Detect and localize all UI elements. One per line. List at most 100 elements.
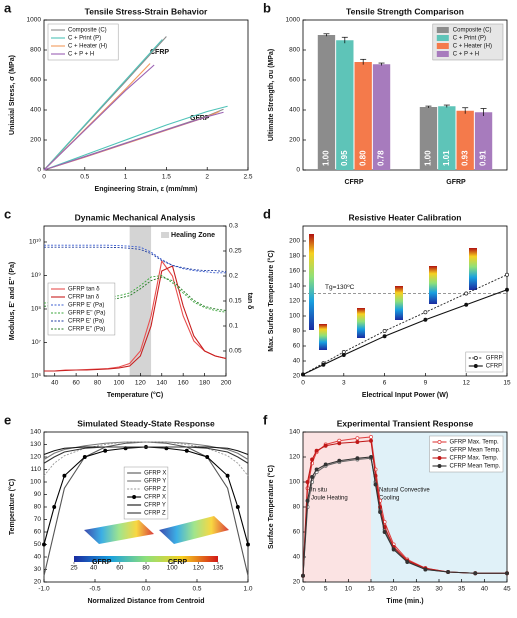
x-tick-label: 10 [345,586,353,593]
y-tick-label: 100 [289,479,300,486]
series-marker [473,571,478,576]
bar [438,106,456,170]
ratio-label: 0.93 [460,150,469,166]
series-line [43,39,228,171]
x-tick-label: 80 [94,380,102,387]
y-tick-label: 180 [289,253,300,260]
y-tick-label: 140 [289,283,300,290]
legend-label: CFRP Mean Temp. [450,464,501,470]
ratio-label: 0.91 [479,150,488,166]
x-tick-label: 1 [124,174,128,181]
series-marker [464,302,469,307]
series-marker [405,560,410,564]
series-line [43,275,227,313]
x-tick-label: 0.5 [192,586,201,593]
y-axis-label: Temperature (°C) [8,479,16,535]
y-tick-label: 80 [34,504,42,511]
y-axis-label: Max. Surface Temperature (°C) [267,250,275,351]
plot-frame [302,19,508,171]
panel-letter: e [4,412,11,427]
x-tick-label: -1.0 [38,586,50,593]
series-line [43,276,227,311]
region-label: Cooling [379,496,399,502]
x-tick-label: 20 [390,586,398,593]
panel: d Resistive Heater Calibration20406080100… [263,206,511,398]
y-tick-label: 80 [293,328,301,335]
panel-letter: d [263,206,271,221]
x-tick-label: 15 [503,380,511,387]
series-marker [52,505,57,509]
series-marker [337,441,342,446]
bar [336,40,354,170]
y-axis-label: Ultimate Strength, σu (MPa) [268,49,275,141]
series-marker [369,455,373,459]
x-tick-label: 15 [367,586,375,593]
region-label: Joule Heating [311,496,348,502]
y-tick-label: 400 [289,107,300,114]
plate [159,516,229,544]
panel-title: Resistive Heater Calibration [349,212,462,222]
y-tick-label: 100 [30,479,41,486]
legend-label: Composite (C) [453,28,492,34]
legend-label: C + Heater (H) [68,44,107,50]
series-marker [423,317,428,322]
region-label: Healing Zone [171,232,215,239]
region-key [161,232,170,238]
x-tick-label: 200 [221,380,232,387]
y-tick-label: 20 [293,579,301,586]
colorbar-label: 135 [213,565,224,572]
y-tick-label: 110 [31,466,42,473]
x-tick-label: 0.5 [80,174,89,181]
colorbar-label: 120 [193,565,204,572]
thermal-colorbar [309,234,314,330]
series-marker [82,455,87,459]
y2-tick-label: 0.15 [229,298,242,305]
series-marker [225,473,230,478]
series-line [44,244,226,274]
x-tick-label: 35 [458,586,466,593]
legend-marker [437,440,442,444]
ratio-label: 0.78 [377,150,386,166]
panel-letter: a [4,0,12,15]
series-marker [310,457,315,462]
legend-label: CFRP tan δ [68,295,100,301]
legend-label: GFRP [486,356,503,362]
panel: c Dynamic Mechanical Analysis Healing Zone… [4,206,253,398]
ratio-label: 1.01 [442,150,451,166]
y-tick-label: 40 [293,358,301,365]
x-tick-label: 0 [301,380,305,387]
series-marker [310,475,315,479]
x-tick-label: 2 [205,174,209,181]
legend-label: C + P + H [453,52,479,58]
legend-swatch [436,27,449,33]
ratio-label: 1.00 [424,150,433,166]
legend-label: GFRP X [144,471,166,477]
series-line [43,446,249,464]
legend-label: GFRP tan δ [68,287,100,293]
y-tick-label: 130 [30,441,41,448]
legend-label: GFRP Y [144,479,166,485]
y-tick-label: 20 [34,579,42,586]
region-label: In situ [311,488,327,494]
y-tick-label: 100 [289,313,300,320]
legend-marker [473,364,478,368]
y2-tick-label: 0.2 [229,273,238,280]
x-tick-label: 60 [73,380,81,387]
legend-label: GFRP Max. Temp. [450,440,499,446]
colorbar [74,556,218,562]
y-axis-label: Uniaxial Stress, σ (MPa) [9,55,16,135]
y-tick-label: 10⁷ [31,339,41,346]
y-tick-label: 120 [289,298,300,305]
y-tick-label: 40 [293,554,301,561]
legend-label: CFRP Max. Temp. [450,456,499,462]
x-axis-label: Normalized Distance from Centroid [87,598,204,605]
panel-title: Dynamic Mechanical Analysis [75,212,196,222]
y2-tick-label: 0.05 [229,348,242,355]
y-tick-label: 600 [289,77,300,84]
series-marker [505,272,509,277]
y-tick-label: 200 [30,137,41,144]
region [303,432,371,582]
x-tick-label: -0.5 [89,586,101,593]
x-tick-label: 9 [424,380,428,387]
annotation: GFRP [92,559,112,566]
